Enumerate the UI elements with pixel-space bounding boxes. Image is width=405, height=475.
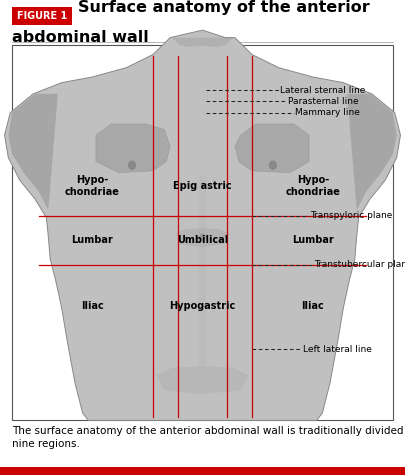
Text: FIGURE 1: FIGURE 1 — [17, 11, 67, 21]
Circle shape — [199, 233, 206, 241]
Circle shape — [269, 161, 277, 170]
Polygon shape — [157, 366, 248, 394]
Polygon shape — [235, 124, 309, 173]
Text: Transpyloric plane: Transpyloric plane — [310, 211, 392, 220]
Text: Lateral sternal line: Lateral sternal line — [280, 86, 365, 95]
Bar — [0, 467, 405, 475]
Text: abdominal wall: abdominal wall — [12, 29, 149, 45]
Polygon shape — [4, 30, 401, 420]
Polygon shape — [96, 124, 170, 173]
Text: Hypo-
chondriae: Hypo- chondriae — [286, 175, 340, 197]
Polygon shape — [347, 94, 396, 210]
Text: Iliac: Iliac — [302, 301, 324, 311]
Circle shape — [128, 161, 136, 170]
Text: Umbilical: Umbilical — [177, 235, 228, 245]
Text: Lumbar: Lumbar — [292, 235, 334, 245]
Text: Parasternal line: Parasternal line — [288, 97, 358, 106]
Bar — [12, 7, 72, 25]
Text: Iliac: Iliac — [81, 301, 103, 311]
Bar — [12, 45, 393, 420]
Text: The surface anatomy of the anterior abdominal wall is traditionally divided into: The surface anatomy of the anterior abdo… — [12, 426, 405, 449]
Polygon shape — [199, 176, 206, 366]
Text: Epig astric: Epig astric — [173, 181, 232, 191]
Text: Mammary line: Mammary line — [295, 108, 360, 117]
Text: Hypogastric: Hypogastric — [169, 301, 236, 311]
Text: Left lateral line: Left lateral line — [303, 344, 371, 353]
Text: Hypo-
chondriae: Hypo- chondriae — [65, 175, 119, 197]
Polygon shape — [9, 94, 58, 210]
Polygon shape — [172, 38, 233, 47]
Text: Surface anatomy of the anterior: Surface anatomy of the anterior — [78, 0, 370, 15]
Text: Lumbar: Lumbar — [71, 235, 113, 245]
Polygon shape — [176, 228, 229, 247]
Text: Transtubercular plane: Transtubercular plane — [314, 260, 405, 269]
